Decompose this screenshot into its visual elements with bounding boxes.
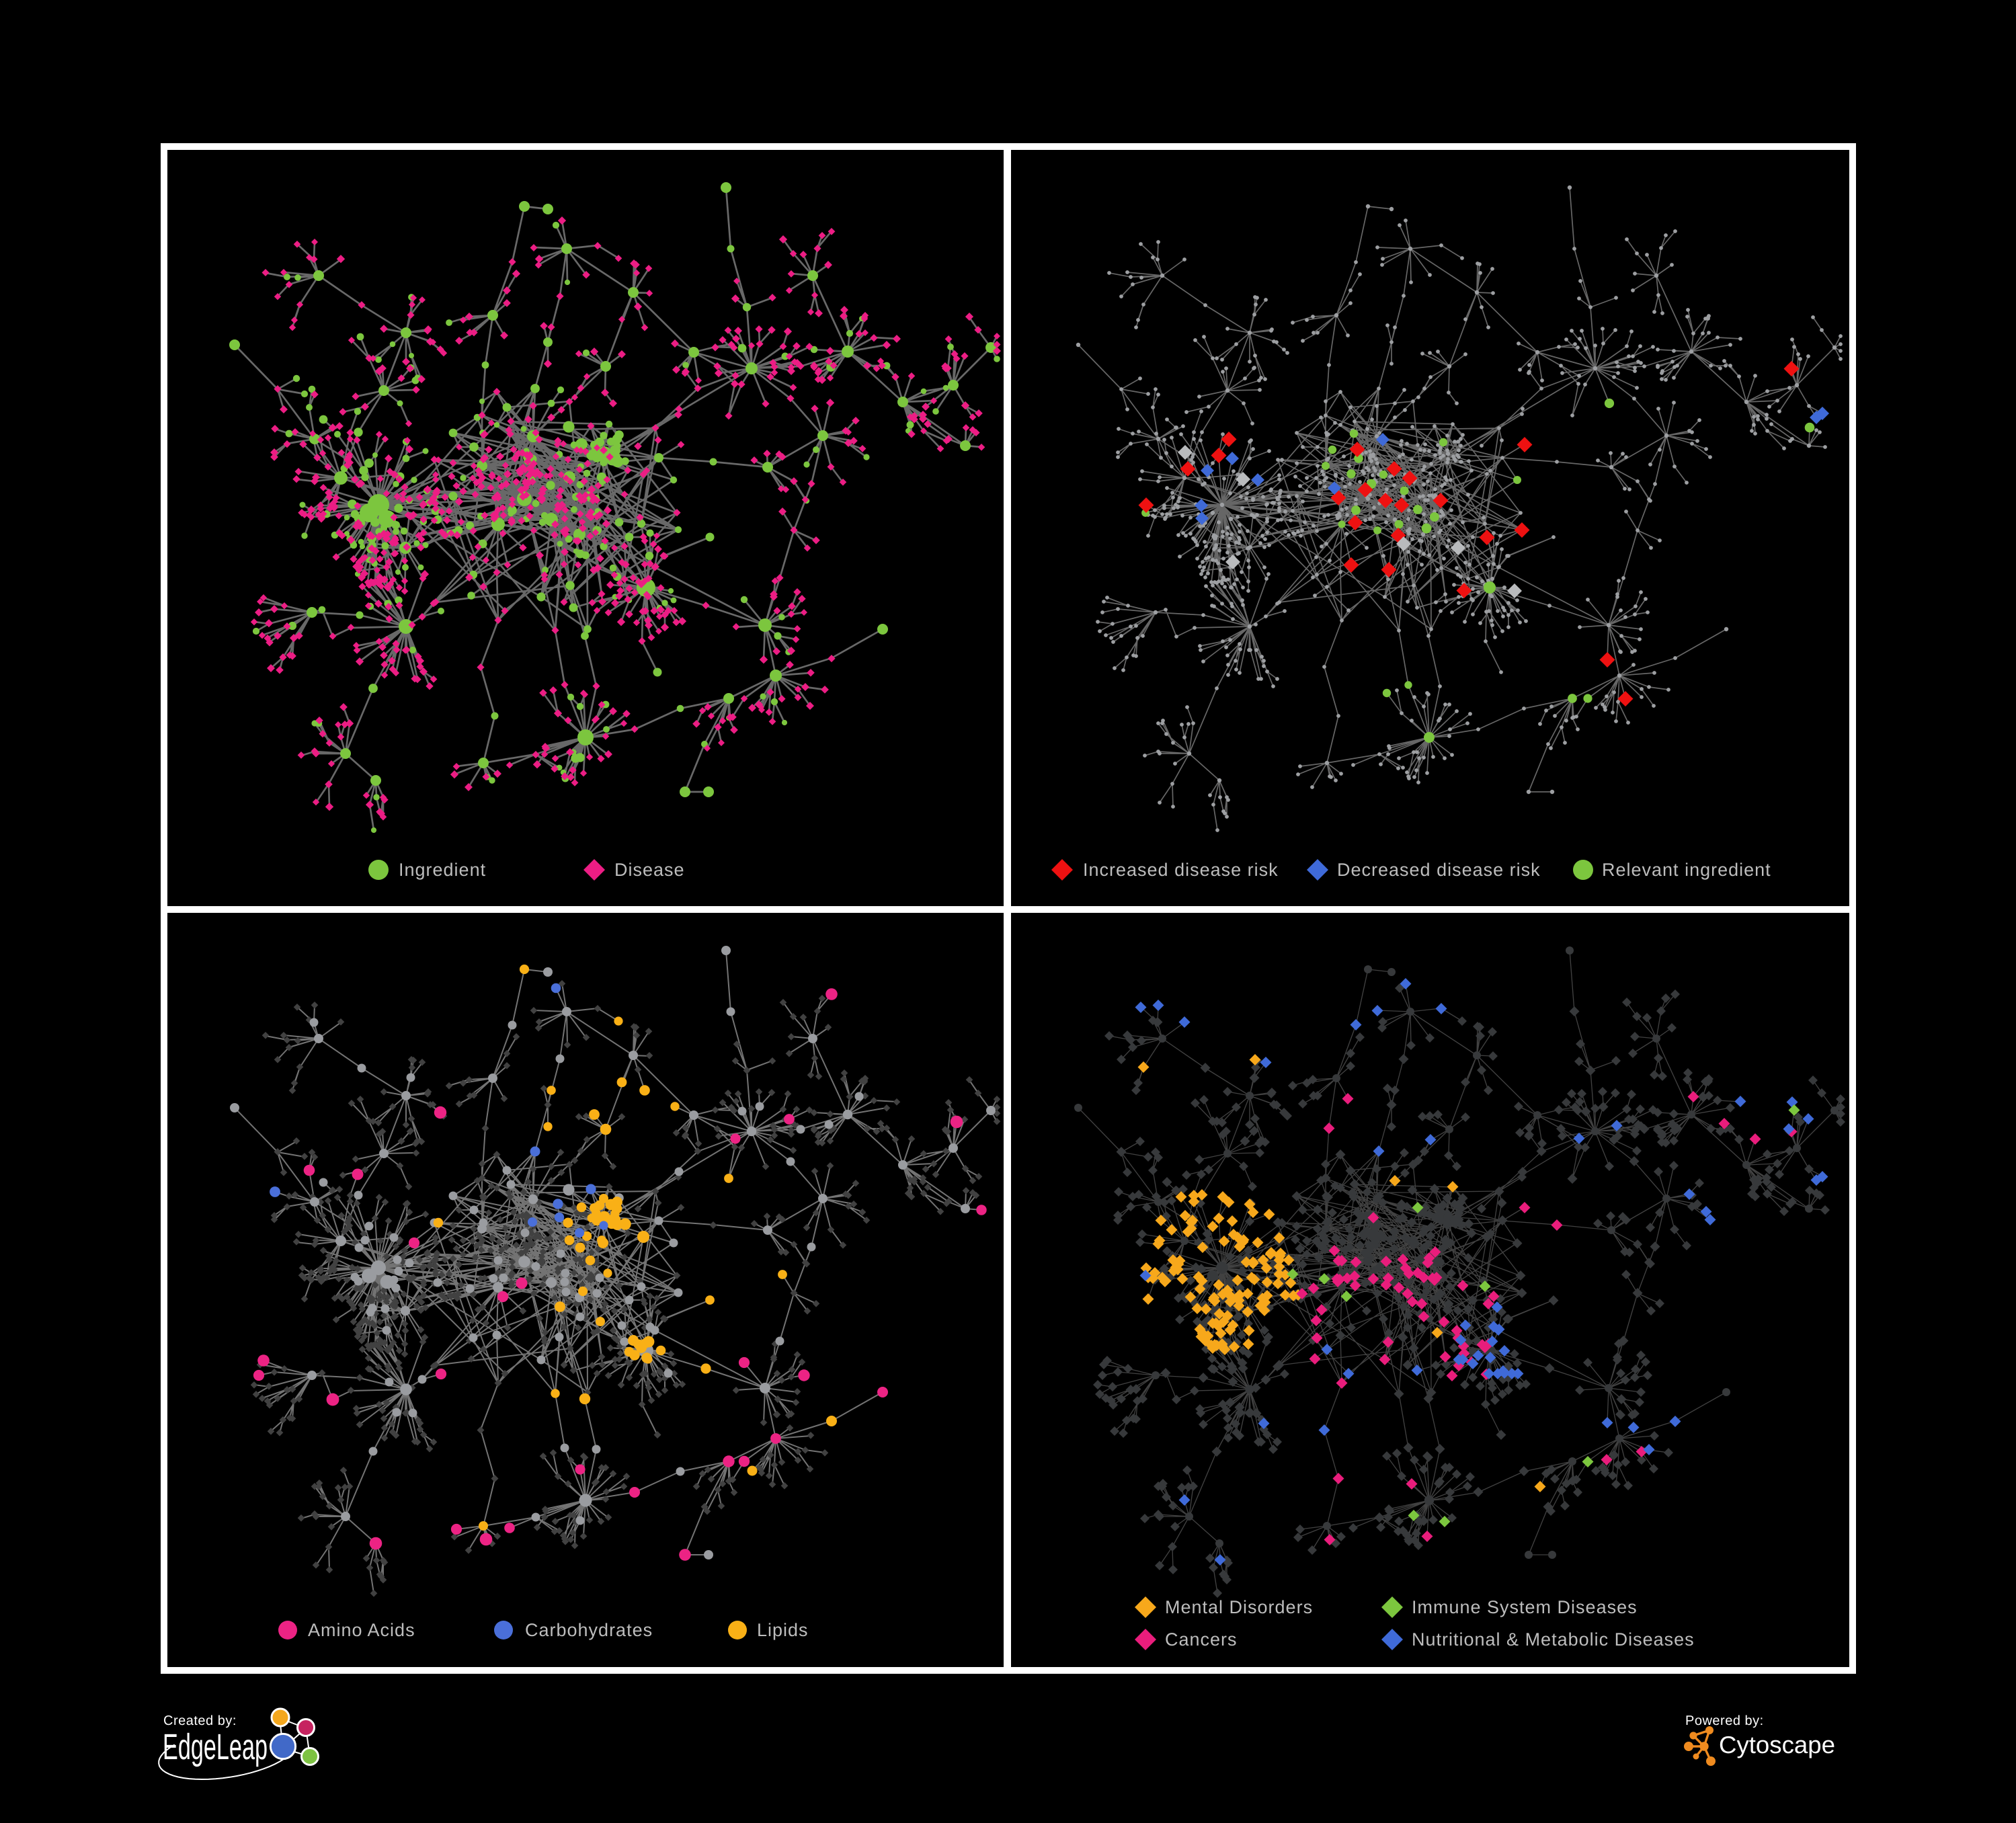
svg-text:Ingredient: Ingredient xyxy=(399,860,486,880)
svg-text:Nutritional & Metabolic Diseas: Nutritional & Metabolic Diseases xyxy=(1412,1629,1695,1650)
svg-text:Disease: Disease xyxy=(614,860,685,880)
svg-text:Decreased disease risk: Decreased disease risk xyxy=(1337,860,1541,880)
svg-text:Cytoscape: Cytoscape xyxy=(1719,1731,1835,1758)
svg-text:Carbohydrates: Carbohydrates xyxy=(525,1620,653,1640)
svg-text:Mental Disorders: Mental Disorders xyxy=(1165,1597,1313,1617)
svg-text:Immune System Diseases: Immune System Diseases xyxy=(1412,1597,1638,1617)
svg-text:Lipids: Lipids xyxy=(757,1620,809,1640)
svg-text:Created by:: Created by: xyxy=(163,1713,237,1728)
svg-text:Powered by:: Powered by: xyxy=(1685,1713,1764,1728)
svg-text:Amino Acids: Amino Acids xyxy=(308,1620,415,1640)
svg-text:EdgeLeap: EdgeLeap xyxy=(163,1727,268,1767)
svg-text:Cancers: Cancers xyxy=(1165,1629,1238,1650)
svg-text:Increased disease risk: Increased disease risk xyxy=(1083,860,1279,880)
svg-text:Relevant ingredient: Relevant ingredient xyxy=(1602,860,1771,880)
